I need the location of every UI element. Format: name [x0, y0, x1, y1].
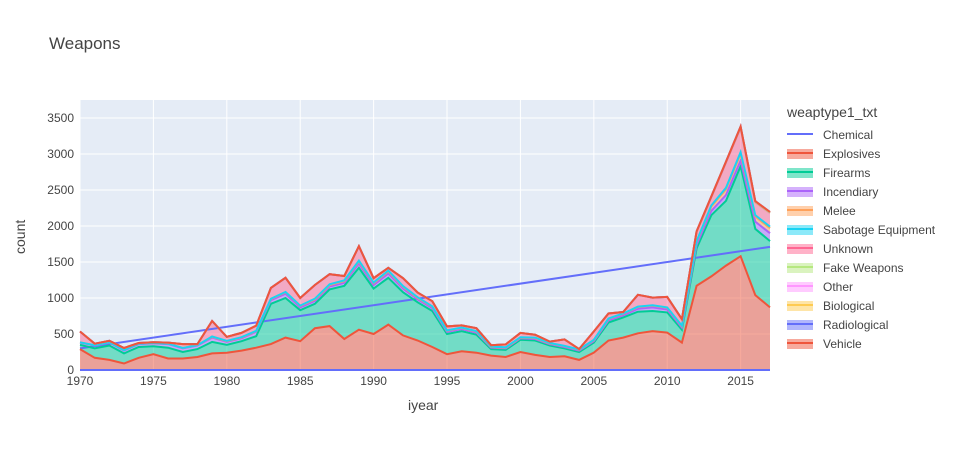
legend-swatch — [787, 130, 813, 140]
legend-item[interactable]: Unknown — [787, 239, 935, 258]
x-tick-label: 1990 — [360, 374, 387, 388]
legend-label: Biological — [823, 298, 875, 313]
legend: weaptype1_txt Chemical Explosives Firearms… — [787, 104, 935, 353]
legend-swatch — [787, 300, 813, 311]
line-series — [79, 123, 771, 371]
legend-item[interactable]: Explosives — [787, 144, 935, 163]
legend-label: Other — [823, 279, 854, 294]
legend-item[interactable]: Vehicle — [787, 334, 935, 353]
x-tick-label: 1980 — [213, 374, 240, 388]
y-axis-ticks: 0 500 1000 1500 2000 2500 3000 3500 — [47, 111, 74, 377]
legend-item[interactable]: Melee — [787, 201, 935, 220]
y-tick-label: 2000 — [47, 219, 74, 233]
legend-item[interactable]: Fake Weapons — [787, 258, 935, 277]
legend-item[interactable]: Radiological — [787, 315, 935, 334]
legend-item[interactable]: Biological — [787, 296, 935, 315]
legend-title: weaptype1_txt — [787, 104, 878, 120]
x-tick-label: 1995 — [434, 374, 461, 388]
legend-label: Explosives — [823, 146, 881, 161]
legend-items: Chemical Explosives Firearms Incendiary Mele… — [787, 125, 935, 353]
x-tick-label: 2010 — [654, 374, 681, 388]
area-edge — [79, 123, 771, 351]
x-axis-title: iyear — [408, 397, 439, 413]
x-tick-label: 2005 — [580, 374, 607, 388]
x-tick-label: 1970 — [67, 374, 94, 388]
legend-swatch — [787, 319, 813, 330]
y-tick-label: 0 — [67, 363, 74, 377]
legend-label: Unknown — [823, 241, 874, 256]
area-edge — [79, 162, 771, 355]
x-axis-ticks: 1970 1975 1980 1985 1990 1995 2000 2005 2010 2015 — [67, 374, 755, 388]
legend-item[interactable]: Sabotage Equipment — [787, 220, 935, 239]
legend-swatch — [787, 167, 813, 178]
area-edge — [79, 254, 771, 365]
legend-item[interactable]: Firearms — [787, 163, 935, 182]
legend-swatch — [787, 243, 813, 254]
legend-item[interactable]: Chemical — [787, 125, 935, 144]
y-tick-label: 3000 — [47, 147, 74, 161]
legend-swatch — [787, 186, 813, 197]
legend-label: Radiological — [823, 317, 889, 332]
legend-swatch — [787, 148, 813, 159]
area-fill — [80, 166, 770, 364]
legend-swatch — [787, 224, 813, 235]
legend-swatch — [787, 262, 813, 273]
legend-item[interactable]: Incendiary — [787, 182, 935, 201]
legend-label: Chemical — [823, 127, 874, 142]
legend-label: Incendiary — [823, 184, 879, 199]
y-axis-title: count — [12, 219, 28, 254]
legend-label: Fake Weapons — [823, 260, 904, 275]
legend-label: Firearms — [823, 165, 871, 180]
y-tick-label: 1000 — [47, 291, 74, 305]
x-tick-label: 1985 — [287, 374, 314, 388]
legend-swatch — [787, 205, 813, 216]
x-tick-label: 1975 — [140, 374, 167, 388]
legend-swatch — [787, 281, 813, 292]
x-tick-label: 2015 — [727, 374, 754, 388]
area-series — [80, 126, 770, 370]
legend-label: Melee — [823, 203, 856, 218]
legend-item[interactable]: Other — [787, 277, 935, 296]
chart-title: Weapons — [49, 34, 121, 53]
y-tick-label: 3500 — [47, 111, 74, 125]
x-tick-label: 2000 — [507, 374, 534, 388]
y-tick-label: 1500 — [47, 255, 74, 269]
y-tick-label: 500 — [54, 327, 74, 341]
area-edge — [79, 148, 771, 352]
area-fill — [80, 256, 770, 370]
y-tick-label: 2500 — [47, 183, 74, 197]
legend-swatch — [787, 338, 813, 349]
legend-label: Sabotage Equipment — [823, 222, 936, 237]
legend-label: Vehicle — [823, 336, 862, 351]
